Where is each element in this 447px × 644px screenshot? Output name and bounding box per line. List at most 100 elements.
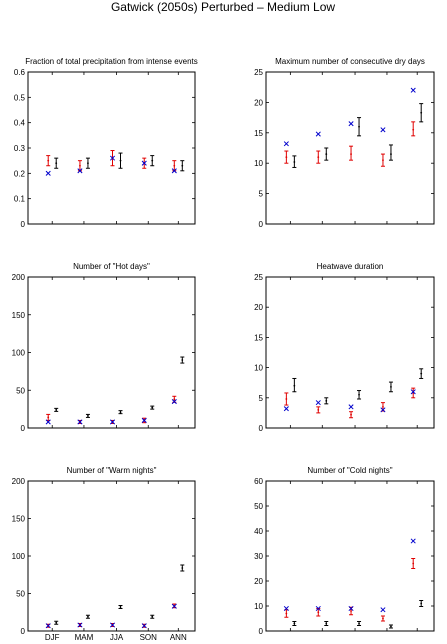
red-errorbar	[380, 153, 385, 167]
y-tick-label: 20	[254, 577, 263, 586]
y-tick-label: 200	[12, 477, 26, 486]
y-tick-label: 0	[21, 627, 26, 636]
black-point	[420, 602, 423, 605]
black-errorbar	[150, 155, 155, 167]
x-stroke	[315, 605, 321, 612]
red-errorbar	[284, 392, 289, 406]
x-stroke	[410, 87, 416, 93]
x-stroke	[380, 127, 386, 133]
y-tick-label: 150	[12, 311, 26, 320]
black-point	[420, 372, 423, 375]
black-point	[119, 159, 122, 162]
black-errorbar	[180, 160, 185, 172]
y-tick-label: 10	[254, 159, 263, 168]
black-errorbar	[324, 621, 329, 626]
panel-1: Fraction of total precipitation from int…	[14, 57, 198, 229]
blue-x-marker	[410, 87, 416, 93]
panel-6: Number of "Cold nights" 0 10 20 30 40 50 60	[254, 466, 435, 636]
y-tick-label: 50	[254, 502, 263, 511]
y-tick-label: 25	[254, 68, 263, 77]
blue-x-marker	[315, 131, 321, 137]
red-errorbar	[172, 160, 177, 172]
red-point	[412, 128, 415, 131]
black-errorbar	[150, 405, 155, 410]
blue-x-marker	[283, 605, 289, 612]
black-errorbar	[85, 413, 90, 418]
x-stroke	[77, 419, 83, 425]
black-errorbar	[118, 605, 123, 609]
red-point	[317, 408, 320, 411]
red-point	[285, 398, 288, 400]
x-stroke	[45, 623, 51, 629]
black-point	[87, 162, 89, 165]
panel-4: Heatwave duration 0 5 10 15 20 25	[254, 262, 435, 433]
blue-x-marker	[348, 121, 354, 127]
x-stroke	[315, 400, 321, 406]
y-tick-label: 5	[259, 190, 264, 199]
x-stroke	[171, 603, 177, 609]
black-point	[119, 411, 122, 414]
black-point	[390, 625, 392, 628]
y-tick-label: 60	[254, 477, 263, 486]
blue-x-marker	[380, 407, 386, 413]
red-errorbar	[411, 121, 416, 137]
black-point	[293, 622, 296, 625]
x-stroke	[77, 622, 83, 628]
blue-x-marker	[348, 404, 354, 410]
y-tick-label: 0.1	[14, 195, 26, 204]
red-errorbar	[284, 150, 289, 164]
x-tick-label: JJA	[110, 633, 124, 642]
blue-x-marker	[315, 605, 321, 612]
x-stroke	[171, 399, 177, 405]
blue-x-marker	[109, 419, 116, 425]
red-point	[350, 610, 352, 612]
x-stroke	[283, 406, 289, 412]
y-tick-label: 100	[12, 349, 26, 358]
x-stroke	[45, 170, 51, 176]
x-stroke	[410, 538, 416, 544]
black-errorbar	[357, 390, 362, 400]
y-tick-label: 15	[254, 129, 263, 138]
x-stroke	[283, 605, 289, 612]
black-point	[119, 606, 122, 608]
y-tick-label: 0	[259, 627, 264, 636]
black-point	[151, 615, 154, 618]
red-point	[47, 159, 50, 162]
panel-title: Maximum number of consecutive dry days	[275, 57, 425, 66]
panel-title: Heatwave duration	[317, 262, 384, 271]
black-errorbar	[388, 144, 393, 161]
y-tick-label: 0	[21, 424, 26, 433]
black-errorbar	[85, 614, 90, 619]
black-point	[151, 159, 154, 162]
black-errorbar	[292, 621, 297, 626]
black-errorbar	[419, 600, 424, 607]
black-errorbar	[292, 155, 297, 168]
black-point	[55, 408, 58, 411]
blue-x-marker	[283, 406, 289, 412]
y-tick-label: 0	[21, 220, 26, 229]
red-errorbar	[316, 608, 321, 617]
y-tick-label: 20	[254, 303, 263, 312]
blue-x-marker	[45, 419, 51, 425]
y-tick-label: 0	[259, 424, 264, 433]
blue-x-marker	[171, 168, 177, 174]
axes-frame	[265, 71, 435, 225]
red-point	[317, 611, 320, 614]
x-tick-label: ANN	[170, 633, 187, 642]
x-stroke	[109, 622, 116, 628]
blue-x-marker	[141, 160, 147, 166]
blue-x-marker	[410, 538, 416, 544]
x-stroke	[77, 168, 83, 174]
red-point	[382, 617, 384, 620]
x-stroke	[283, 141, 289, 147]
black-errorbar	[54, 407, 59, 412]
black-point	[420, 111, 423, 114]
black-point	[181, 164, 184, 167]
axes-frame	[265, 480, 435, 632]
blue-x-marker	[141, 623, 147, 629]
black-errorbar	[180, 564, 185, 572]
black-point	[390, 386, 392, 388]
y-tick-label: 30	[254, 552, 263, 561]
red-errorbar	[411, 387, 416, 399]
